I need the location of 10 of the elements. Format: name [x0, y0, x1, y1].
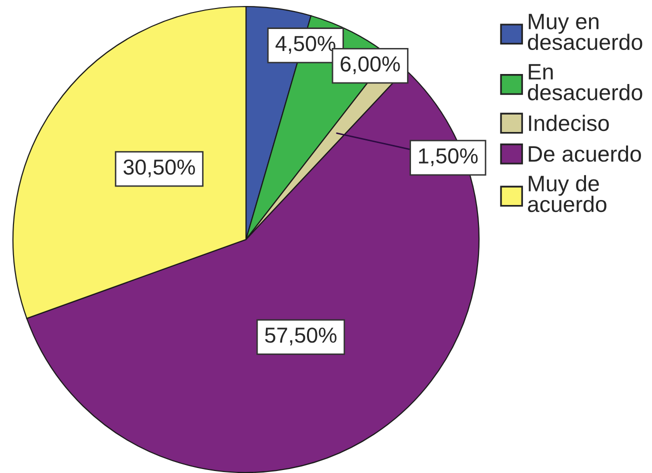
legend-label: De acuerdo	[528, 145, 641, 162]
legend-label: Muy en desacuerdo	[528, 14, 642, 50]
data-label: 4,50%	[276, 36, 336, 54]
data-label: 57,50%	[265, 328, 336, 346]
data-label: 30,50%	[124, 160, 195, 178]
data-label: 1,50%	[419, 148, 478, 166]
legend-label: En desacuerdo	[528, 64, 642, 100]
data-label: 6,00%	[340, 56, 400, 74]
legend-label: Muy de acuerdo	[528, 175, 606, 212]
legend-label: Indeciso	[529, 114, 609, 132]
